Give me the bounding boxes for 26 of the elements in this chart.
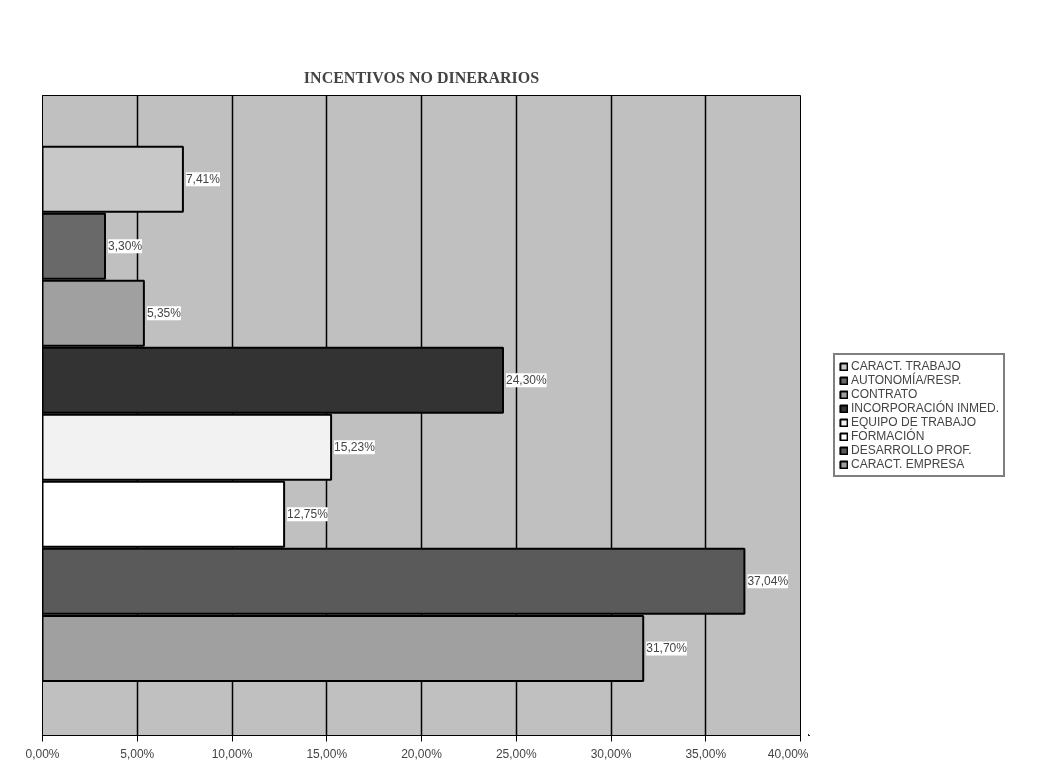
chart-title: INCENTIVOS NO DINERARIOS	[303, 68, 540, 86]
legend-label: INCORPORACIÓN INMED.	[851, 401, 1000, 415]
data-label: 3,30%	[108, 239, 143, 254]
data-label: 24,30%	[505, 373, 548, 388]
x-tick-label: 30,00%	[590, 746, 632, 761]
legend-label: CARACT. TRABAJO	[851, 359, 961, 373]
legend-label: CARACT. EMPRESA	[851, 457, 965, 471]
legend-label: EQUIPO DE TRABAJO	[851, 415, 977, 429]
data-label: 37,04%	[747, 574, 789, 589]
data-label: 7,41%	[185, 172, 221, 187]
data-label: 15,23%	[334, 440, 376, 455]
legend-label: DESARROLLO PROF.	[851, 443, 972, 457]
x-tick-label: 25,00%	[495, 746, 537, 761]
x-tick-label: 35,00%	[685, 746, 727, 761]
data-label: 5,35%	[146, 306, 182, 321]
data-label: 12,75%	[287, 507, 329, 522]
x-tick-label: 5,00%	[120, 746, 155, 761]
legend-label: CONTRATO	[851, 387, 918, 401]
x-tick-label: 15,00%	[306, 746, 348, 761]
x-tick-label: 20,00%	[401, 746, 443, 761]
legend-label: FORMACIÓN	[851, 429, 925, 443]
x-tick-label: 0,00%	[25, 746, 60, 761]
x-tick-label: 40,00%	[767, 746, 809, 761]
data-label: 31,70%	[646, 641, 688, 656]
legend-label: AUTONOMÍA/RESP.	[851, 373, 962, 387]
x-tick-label: 10,00%	[211, 746, 253, 761]
